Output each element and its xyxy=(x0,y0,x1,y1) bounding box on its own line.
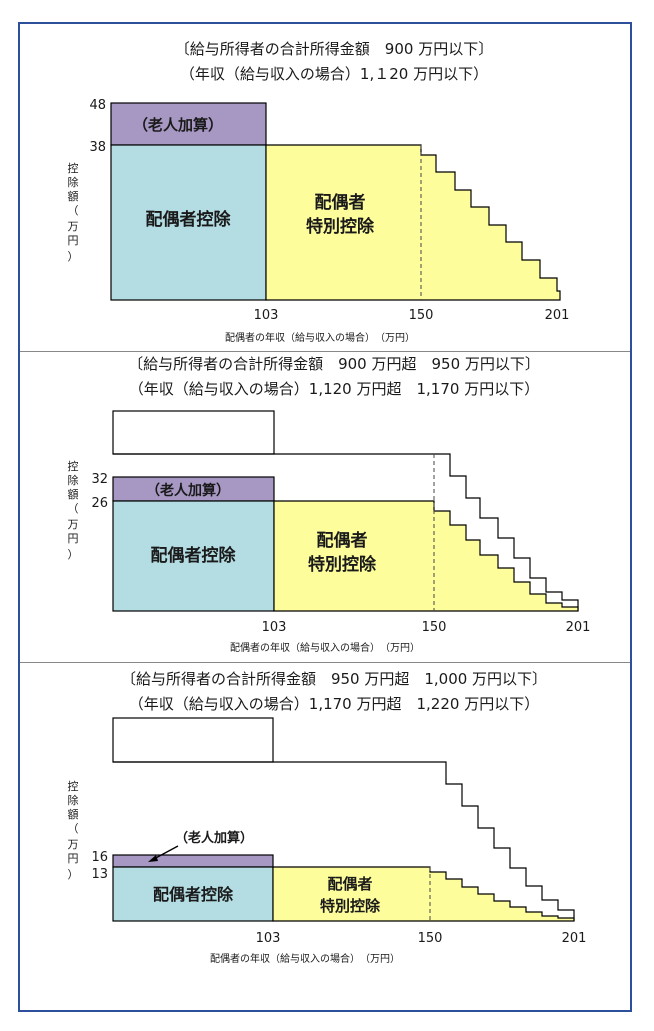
spouse-deduction-area xyxy=(110,144,267,301)
x-tick: 201 xyxy=(545,308,570,323)
spouse-deduction-label: 配偶者控除 xyxy=(146,209,232,230)
elderly-addition-arrowhead xyxy=(148,855,158,862)
x-tick: 201 xyxy=(566,620,591,635)
panel-3-title-line1: 〔給与所得者の合計所得金額 950 万円超 1,000 万円以下〕 xyxy=(121,670,547,688)
special-deduction-label: 特別控除 xyxy=(308,554,377,575)
svg-text:除: 除 xyxy=(68,793,79,807)
original-special-deduction-outline xyxy=(113,761,575,921)
y-tick: 16 xyxy=(91,850,108,865)
special-deduction-label: 特別控除 xyxy=(320,897,381,915)
y-axis-label: 控 除 額 （ 万 円 ） xyxy=(68,779,79,881)
svg-text:）: ） xyxy=(68,548,79,561)
x-axis-label: 配偶者の年収（給与収入の場合） （万円） xyxy=(210,952,400,965)
svg-text:除: 除 xyxy=(68,473,79,487)
special-deduction-area xyxy=(272,866,575,922)
svg-text:万: 万 xyxy=(68,518,79,531)
special-deduction-label: 配偶者 xyxy=(315,192,366,213)
panel-1-title-line1: 〔給与所得者の合計所得金額 900 万円以下〕 xyxy=(175,40,493,58)
panel-1-title-line2: （年収（給与収入の場合）1,１20 万円以下） xyxy=(180,65,488,83)
x-tick: 150 xyxy=(422,620,447,635)
panel-2-title-line1: 〔給与所得者の合計所得金額 900 万円超 950 万円以下〕 xyxy=(128,355,540,373)
y-tick: 26 xyxy=(91,496,108,511)
svg-text:円: 円 xyxy=(68,532,79,545)
svg-text:円: 円 xyxy=(68,852,79,865)
elderly-addition-label: （老人加算） xyxy=(175,830,253,846)
x-axis-label: 配偶者の年収（給与収入の場合） （万円） xyxy=(230,641,420,654)
panel-2-title-line2: （年収（給与収入の場合）1,120 万円超 1,170 万円以下） xyxy=(129,380,539,398)
svg-text:控: 控 xyxy=(68,459,79,473)
svg-text:控: 控 xyxy=(68,161,79,175)
y-axis-label: 控 除 額 （ 万 円 ） xyxy=(68,459,79,561)
special-deduction-label: 配偶者 xyxy=(327,875,372,893)
panel-2: 〔給与所得者の合計所得金額 900 万円超 950 万円以下〕 （年収（給与収入… xyxy=(68,355,591,654)
spouse-deduction-area xyxy=(112,500,275,612)
original-elderly-outline xyxy=(112,717,274,763)
panel-separator xyxy=(20,662,630,663)
x-tick: 103 xyxy=(256,931,281,946)
original-elderly-outline xyxy=(112,410,275,455)
svg-text:円: 円 xyxy=(68,234,79,247)
x-tick: 103 xyxy=(254,308,279,323)
x-tick: 150 xyxy=(418,931,443,946)
svg-text:控: 控 xyxy=(68,779,79,793)
svg-text:（: （ xyxy=(68,822,79,835)
y-axis-label: 控 除 額 （ 万 円 ） xyxy=(68,161,79,263)
spouse-deduction-area xyxy=(112,866,274,922)
y-tick: 38 xyxy=(89,140,106,155)
svg-text:）: ） xyxy=(68,868,79,881)
elderly-addition-area xyxy=(112,476,275,502)
svg-text:（: （ xyxy=(68,204,79,217)
elderly-addition-area xyxy=(110,102,267,146)
figure-frame xyxy=(18,22,632,1012)
svg-text:額: 額 xyxy=(68,190,79,203)
svg-text:）: ） xyxy=(68,250,79,263)
panel-3-title-line2: （年収（給与収入の場合）1,170 万円超 1,220 万円以下） xyxy=(129,695,539,713)
special-deduction-area xyxy=(273,500,579,612)
y-tick: 32 xyxy=(91,472,108,487)
svg-text:万: 万 xyxy=(68,838,79,851)
x-tick: 201 xyxy=(562,931,587,946)
spouse-deduction-label: 配偶者控除 xyxy=(151,545,237,566)
original-special-deduction-outline xyxy=(113,453,579,611)
svg-text:額: 額 xyxy=(68,808,79,821)
panel-separator xyxy=(20,351,630,352)
elderly-addition-label: （老人加算） xyxy=(146,482,230,499)
y-tick: 48 xyxy=(89,98,106,113)
svg-text:除: 除 xyxy=(68,175,79,189)
special-deduction-area xyxy=(265,144,561,301)
svg-text:万: 万 xyxy=(68,220,79,233)
special-deduction-label: 配偶者 xyxy=(317,530,368,551)
x-tick: 150 xyxy=(409,308,434,323)
panel-1: 〔給与所得者の合計所得金額 900 万円以下〕 （年収（給与収入の場合）1,１2… xyxy=(68,40,570,344)
y-tick: 13 xyxy=(91,867,108,882)
special-deduction-label: 特別控除 xyxy=(306,216,375,237)
elderly-addition-area xyxy=(112,854,274,868)
spouse-deduction-label: 配偶者控除 xyxy=(153,885,234,904)
panel-3: 〔給与所得者の合計所得金額 950 万円超 1,000 万円以下〕 （年収（給与… xyxy=(68,670,587,965)
svg-text:（: （ xyxy=(68,502,79,515)
elderly-addition-label: （老人加算） xyxy=(133,116,223,134)
svg-text:額: 額 xyxy=(68,488,79,501)
x-axis-label: 配偶者の年収（給与収入の場合） （万円） xyxy=(225,331,415,344)
x-tick: 103 xyxy=(262,620,287,635)
